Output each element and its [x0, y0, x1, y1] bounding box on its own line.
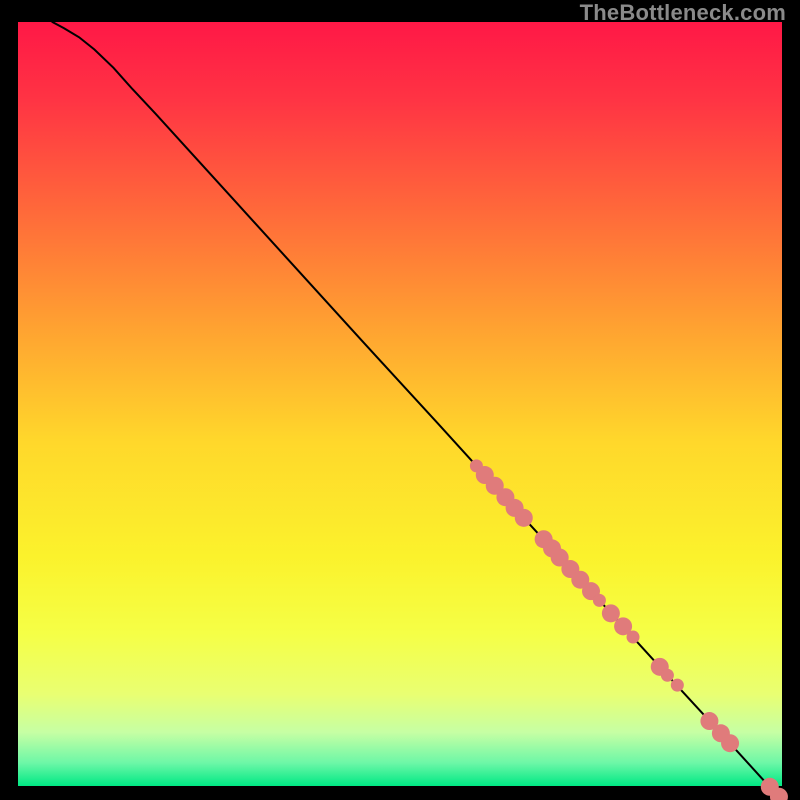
chart-canvas: TheBottleneck.com	[0, 0, 800, 800]
chart-marker	[627, 631, 640, 644]
chart-marker	[515, 509, 533, 527]
chart-marker	[671, 679, 684, 692]
chart-marker	[721, 734, 739, 752]
chart-svg	[0, 0, 800, 800]
chart-marker	[593, 594, 606, 607]
chart-marker	[661, 669, 674, 682]
